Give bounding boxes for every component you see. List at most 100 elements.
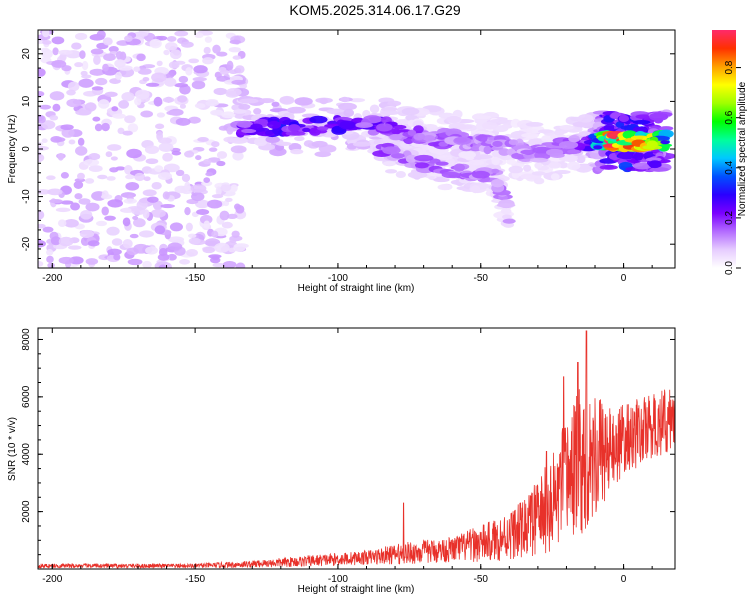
spectrogram-blob	[60, 200, 74, 205]
spectrogram-blob	[558, 141, 579, 149]
spectrogram-blob	[78, 78, 94, 88]
spectrogram-blob	[132, 31, 149, 37]
spectrogram-blob	[61, 128, 75, 138]
spectrogram-blob	[407, 129, 417, 136]
spectrogram-blob	[49, 115, 59, 121]
spectrogram-blob	[125, 182, 140, 191]
spectrogram-blob	[151, 72, 167, 83]
spectrogram-blob	[79, 50, 86, 59]
spectrogram-blob	[145, 82, 160, 87]
x-tick-label: -100	[328, 273, 348, 284]
spectrogram-blob	[137, 68, 152, 75]
spectrogram-blob	[38, 223, 46, 229]
spectrogram-blob	[188, 233, 197, 238]
spectrogram-blob	[106, 226, 120, 236]
spectrogram-blob	[47, 188, 63, 196]
spectrogram-blob	[229, 236, 237, 244]
spectrogram-blob	[618, 114, 630, 123]
spectrogram-blob	[51, 60, 67, 68]
spectrogram-blob	[548, 162, 562, 169]
colorbar-tick-label: 0.2	[724, 211, 735, 225]
spectrogram-blob	[104, 215, 116, 221]
spectrogram-blob	[264, 130, 274, 136]
spectrogram-blob	[77, 137, 85, 146]
spectrogram-blob	[214, 71, 222, 79]
spectrogram-blob	[216, 160, 226, 167]
spectrogram-blob	[294, 136, 305, 142]
y-tick-label: 2000	[21, 500, 32, 523]
spectrogram-blob	[316, 126, 329, 131]
spectrogram-blob	[179, 259, 190, 265]
spectrogram-blob	[101, 190, 109, 199]
spectrogram-blob	[196, 209, 210, 216]
spectrogram-blob	[107, 144, 122, 151]
spectrogram-blob	[212, 44, 221, 54]
spectrogram-blob	[550, 173, 560, 181]
spectrogram-blob	[520, 149, 535, 155]
spectrogram-blob	[441, 171, 460, 179]
spectrogram-blob	[343, 108, 355, 118]
spectrogram-blob	[369, 104, 380, 114]
spectrogram-blob	[195, 155, 202, 161]
spectrogram-blob	[49, 198, 63, 204]
spectrogram-blob	[228, 46, 241, 53]
spectrogram-blob	[207, 199, 223, 209]
spectrogram-blob	[114, 59, 126, 68]
spectrogram-blob	[632, 162, 653, 170]
spectrogram-blob	[648, 160, 662, 169]
spectrogram-blob	[275, 141, 292, 147]
spectrogram-blob	[407, 171, 428, 179]
spectrogram-blob	[294, 97, 313, 106]
spectrogram-blob	[79, 229, 95, 239]
spectrogram-blob	[192, 76, 207, 82]
spectrogram-blob	[113, 253, 121, 261]
spectrogram-blob	[271, 101, 280, 107]
spectrogram-blob	[138, 230, 154, 238]
spectrogram-blob	[158, 264, 168, 268]
spectrogram-blob	[144, 145, 160, 155]
colorbar-ticks: 0.0 0.2 0.4 0.6 0.8	[724, 60, 741, 275]
spectrogram-blob	[39, 104, 52, 110]
spectrogram-blob	[491, 168, 500, 174]
spectrogram-blob	[190, 184, 207, 193]
x-tick-label: -100	[328, 574, 348, 585]
spectrogram-blob	[645, 157, 662, 162]
spectrogram-blob	[214, 242, 230, 253]
spectrogram-blob	[521, 133, 540, 138]
spectrogram-blob	[203, 46, 211, 55]
spectrogram-blob	[437, 184, 453, 191]
spectrogram-blob	[78, 198, 91, 205]
spectrogram-blob	[500, 208, 512, 215]
spectrogram-blob	[537, 129, 554, 134]
spectrogram-blob	[633, 152, 644, 161]
spectrogram-blob	[448, 122, 467, 130]
spectrogram-blob	[98, 99, 110, 109]
colorbar-tick-label: 0.4	[724, 160, 735, 174]
spectrogram-blob	[153, 96, 163, 107]
spectrogram-blob	[599, 164, 618, 170]
spectrogram-blob	[498, 148, 510, 156]
spectrogram-blob	[41, 138, 48, 144]
spectrogram-blob	[437, 154, 453, 161]
spectrogram-blob	[376, 123, 393, 132]
spectrogram-blob	[38, 91, 45, 97]
spectrogram-blob	[127, 258, 143, 266]
spectrogram-blob	[38, 209, 45, 220]
spectrogram-blob	[649, 112, 669, 121]
spectrogram-blob	[169, 49, 182, 60]
spectrogram-blob	[156, 35, 168, 41]
spectrogram-blob	[151, 181, 162, 190]
spectrogram-blob	[115, 71, 122, 81]
spectrogram-blob	[94, 123, 103, 132]
spectrogram-blob	[355, 122, 373, 129]
spectrogram-blob	[191, 192, 205, 202]
spectrogram-blob	[414, 154, 434, 162]
spectrogram-blob	[338, 102, 357, 111]
spectrogram-blob	[60, 124, 74, 131]
colorbar-tick-label: 0.8	[724, 60, 735, 74]
spectrogram-blob	[85, 258, 99, 265]
snr-x-axis-title: Height of straight line (km)	[298, 584, 415, 595]
spectrogram-blob	[491, 156, 500, 166]
spectrogram-blob	[60, 171, 69, 179]
spectrogram-blob	[215, 186, 222, 196]
